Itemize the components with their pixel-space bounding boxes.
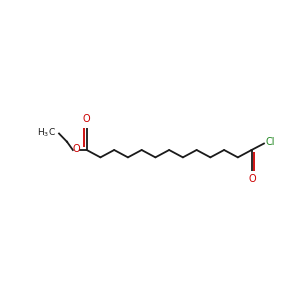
- Text: H$_3$C: H$_3$C: [37, 127, 56, 139]
- Text: O: O: [248, 174, 256, 184]
- Text: O: O: [83, 114, 91, 124]
- Text: O: O: [73, 144, 80, 154]
- Text: Cl: Cl: [266, 137, 275, 147]
